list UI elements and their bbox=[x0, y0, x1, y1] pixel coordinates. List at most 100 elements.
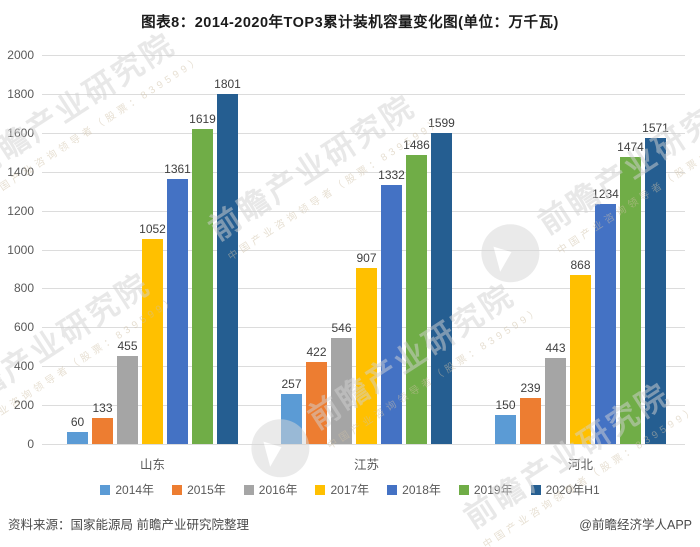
bar-col-2020年H1-山东: 1801 bbox=[214, 55, 241, 444]
bar-col-2019年-江苏: 1486 bbox=[403, 55, 430, 444]
legend-label: 2019年 bbox=[473, 483, 513, 497]
legend-item-2019年: 2019年 bbox=[458, 481, 513, 498]
gridline-1200 bbox=[42, 210, 685, 212]
legend-swatch-icon bbox=[243, 484, 254, 495]
bar-2016年-山东 bbox=[117, 355, 138, 444]
bar-col-2015年-江苏: 422 bbox=[306, 55, 327, 444]
bar-2020年H1-山东 bbox=[217, 93, 238, 444]
y-tick-label-800: 800 bbox=[13, 281, 34, 296]
bar-col-2019年-山东: 1619 bbox=[189, 55, 216, 444]
credit-note: @前瞻经济学人APP bbox=[579, 518, 692, 532]
bar-col-2016年-河北: 443 bbox=[545, 55, 566, 444]
bar-2018年-山东 bbox=[167, 179, 188, 444]
bar-2017年-河北 bbox=[570, 275, 591, 444]
data-label-2019年-山东: 1619 bbox=[189, 112, 216, 127]
data-label-2017年-山东: 1052 bbox=[139, 222, 166, 237]
bar-group-山东: 60 133 455 1052 1361 1619 1801 bbox=[67, 55, 241, 444]
bar-col-2015年-河北: 239 bbox=[520, 55, 541, 444]
bar-col-2016年-山东: 455 bbox=[117, 55, 138, 444]
legend-label: 2020年H1 bbox=[545, 483, 600, 497]
y-tick-label-2000: 2000 bbox=[7, 48, 34, 62]
y-tick-label-1200: 1200 bbox=[7, 203, 34, 218]
y-tick-label-1600: 1600 bbox=[7, 125, 34, 140]
bar-2016年-河北 bbox=[545, 357, 566, 444]
bar-col-2016年-江苏: 546 bbox=[331, 55, 352, 444]
legend-label: 2017年 bbox=[330, 483, 370, 497]
legend-label: 2015年 bbox=[187, 483, 226, 497]
y-tick-label-400: 400 bbox=[13, 359, 34, 374]
bar-2016年-江苏 bbox=[331, 337, 352, 444]
bar-col-2018年-河北: 1234 bbox=[592, 55, 619, 444]
bar-2020年H1-江苏 bbox=[431, 133, 452, 444]
legend: 2014年 2015年 2016年 2017年 2018年 2019年 2020年H1 bbox=[0, 481, 700, 498]
plot-area: 60 133 455 1052 1361 1619 1801 山东 257 422 546 907 13… bbox=[42, 55, 685, 472]
gridline-1800 bbox=[42, 93, 685, 95]
bar-group-江苏: 257 422 546 907 1332 1486 1599 bbox=[281, 55, 455, 444]
gridline-0 bbox=[42, 444, 685, 445]
data-label-2020年H1-山东: 1801 bbox=[214, 76, 241, 91]
legend-swatch-icon bbox=[387, 484, 398, 495]
bar-2015年-山东 bbox=[92, 418, 113, 444]
bar-col-2017年-山东: 1052 bbox=[139, 55, 166, 444]
bar-2015年-河北 bbox=[520, 397, 541, 444]
y-tick-label-0: 0 bbox=[27, 437, 34, 451]
legend-label: 2018年 bbox=[402, 483, 441, 497]
bar-2014年-江苏 bbox=[281, 394, 302, 444]
legend-label: 2014年 bbox=[115, 483, 155, 497]
data-label-2016年-河北: 443 bbox=[545, 340, 566, 355]
gridline-1600 bbox=[42, 132, 685, 134]
legend-item-2015年: 2015年 bbox=[172, 481, 226, 498]
data-label-2020年H1-河北: 1571 bbox=[642, 121, 669, 136]
bar-2017年-江苏 bbox=[356, 267, 377, 444]
source-note: 资料来源：国家能源局 前瞻产业研究院整理 bbox=[8, 518, 249, 532]
y-tick-label-1000: 1000 bbox=[7, 242, 34, 257]
bar-2018年-江苏 bbox=[381, 184, 402, 444]
bar-col-2018年-江苏: 1332 bbox=[378, 55, 405, 444]
legend-swatch-icon bbox=[100, 484, 111, 495]
legend-swatch-icon bbox=[458, 484, 469, 495]
data-label-2017年-江苏: 907 bbox=[356, 250, 377, 265]
legend-swatch-icon bbox=[172, 484, 183, 495]
y-tick-label-600: 600 bbox=[13, 320, 34, 335]
bar-col-2018年-山东: 1361 bbox=[164, 55, 191, 444]
bar-col-2014年-江苏: 257 bbox=[281, 55, 302, 444]
data-label-2015年-河北: 239 bbox=[520, 380, 541, 395]
bar-2019年-山东 bbox=[192, 129, 213, 444]
gridline-1000 bbox=[42, 249, 685, 251]
gridline-2000 bbox=[42, 55, 685, 56]
bar-2014年-山东 bbox=[67, 432, 88, 444]
data-label-2016年-山东: 455 bbox=[117, 338, 138, 353]
data-label-2014年-江苏: 257 bbox=[281, 377, 302, 392]
data-label-2019年-江苏: 1486 bbox=[403, 137, 430, 152]
bar-col-2015年-山东: 133 bbox=[92, 55, 113, 444]
legend-item-2014年: 2014年 bbox=[100, 481, 154, 498]
data-label-2018年-山东: 1361 bbox=[164, 162, 191, 177]
bar-2019年-河北 bbox=[620, 157, 641, 444]
x-tick-label-江苏: 江苏 bbox=[353, 458, 380, 472]
bar-2017年-山东 bbox=[142, 239, 163, 444]
footer: 资料来源：国家能源局 前瞻产业研究院整理 @前瞻经济学人APP bbox=[8, 514, 692, 533]
data-label-2016年-江苏: 546 bbox=[331, 320, 352, 335]
bar-2019年-江苏 bbox=[406, 154, 427, 444]
data-label-2015年-江苏: 422 bbox=[306, 344, 327, 359]
x-tick-label-河北: 河北 bbox=[567, 458, 594, 472]
data-label-2014年-山东: 60 bbox=[70, 415, 85, 430]
y-tick-label-1800: 1800 bbox=[7, 86, 34, 101]
bar-2020年H1-河北 bbox=[645, 138, 666, 444]
data-label-2019年-河北: 1474 bbox=[617, 140, 644, 155]
gridline-1400 bbox=[42, 171, 685, 173]
bar-2018年-河北 bbox=[595, 204, 616, 444]
bar-group-河北: 150 239 443 868 1234 1474 1571 bbox=[495, 55, 669, 444]
data-label-2015年-山东: 133 bbox=[92, 401, 113, 416]
x-tick-label-山东: 山东 bbox=[139, 458, 166, 472]
chart-title: 图表8：2014-2020年TOP3累计装机容量变化图(单位：万千瓦) bbox=[141, 15, 559, 31]
legend-swatch-icon bbox=[530, 484, 541, 495]
data-label-2020年H1-江苏: 1599 bbox=[428, 116, 455, 130]
legend-item-2018年: 2018年 bbox=[387, 481, 441, 498]
bar-col-2017年-河北: 868 bbox=[570, 55, 591, 444]
data-label-2018年-河北: 1234 bbox=[592, 187, 619, 201]
bar-col-2017年-江苏: 907 bbox=[356, 55, 377, 444]
bar-2014年-河北 bbox=[495, 414, 516, 444]
legend-item-2016年: 2016年 bbox=[243, 481, 297, 498]
